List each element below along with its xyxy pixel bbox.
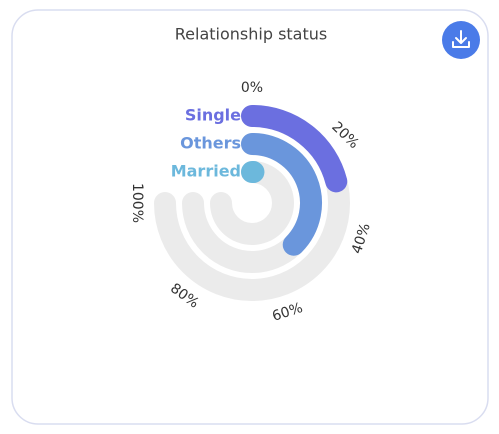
download-icon[interactable] [452,30,470,48]
radial-bar [241,105,348,193]
chart-title: Relationship status [175,25,327,44]
category-label: Married [171,162,241,181]
track [210,161,294,245]
card [11,9,489,425]
radial-bar [241,133,322,256]
category-label: Single [185,106,241,125]
download-button[interactable] [442,21,480,59]
category-label: Others [180,134,241,153]
tick-label: 100% [129,183,145,223]
tick-label: 0% [241,80,263,96]
